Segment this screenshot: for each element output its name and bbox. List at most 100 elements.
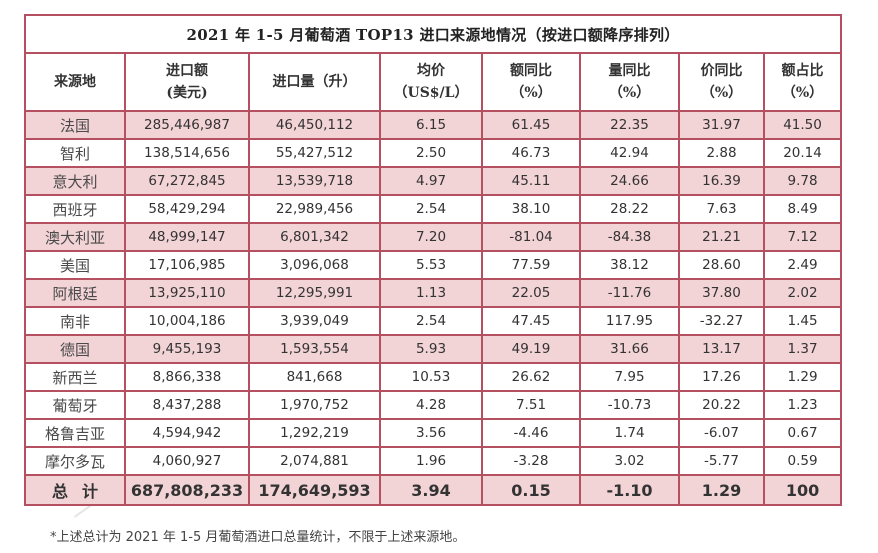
- avg-price-cell: 10.53: [379, 362, 483, 392]
- import-volume-cell: 46,450,112: [248, 110, 381, 140]
- value-yoy-cell: 26.62: [481, 362, 581, 392]
- import-volume-cell: 12,295,991: [248, 278, 381, 308]
- value-yoy-cell: 38.10: [481, 194, 581, 224]
- import-value-cell: 138,514,656: [124, 138, 250, 168]
- import-value-cell: 67,272,845: [124, 166, 250, 196]
- avg-price-cell: 6.15: [379, 110, 483, 140]
- country-cell: 格鲁吉亚: [24, 418, 126, 448]
- value-yoy-cell: -81.04: [481, 222, 581, 252]
- table-row: 新西兰 8,866,338 841,668 10.53 26.62 7.95 17.26 1.…: [24, 362, 843, 392]
- table-row: 法国 285,446,987 46,450,112 6.15 61.45 22.35 31.…: [24, 110, 843, 140]
- total-price-yoy: 1.29: [678, 474, 765, 506]
- import-volume-cell: 55,427,512: [248, 138, 381, 168]
- value-yoy-cell: 77.59: [481, 250, 581, 280]
- country-cell: 意大利: [24, 166, 126, 196]
- import-value-cell: 17,106,985: [124, 250, 250, 280]
- table-container: 2021 年 1-5 月葡萄酒 TOP13 进口来源地情况（按进口额降序排列） …: [23, 14, 843, 506]
- import-value-cell: 13,925,110: [124, 278, 250, 308]
- price-yoy-cell: 28.60: [678, 250, 765, 280]
- import-value-cell: 9,455,193: [124, 334, 250, 364]
- country-cell: 新西兰: [24, 362, 126, 392]
- share-cell: 7.12: [762, 222, 843, 252]
- table-title: 2021 年 1-5 月葡萄酒 TOP13 进口来源地情况（按进口额降序排列）: [23, 14, 843, 54]
- volume-yoy-cell: 7.95: [579, 362, 680, 392]
- share-cell: 2.02: [762, 278, 843, 308]
- value-yoy-cell: 47.45: [481, 306, 581, 336]
- header-avg-price: 均价 （US$/L）: [379, 52, 483, 112]
- table-row: 澳大利亚 48,999,147 6,801,342 7.20 -81.04 -84.38 2…: [24, 222, 843, 252]
- country-cell: 澳大利亚: [24, 222, 126, 252]
- import-volume-cell: 1,970,752: [248, 390, 381, 420]
- price-yoy-cell: -6.07: [678, 418, 765, 448]
- table-row: 葡萄牙 8,437,288 1,970,752 4.28 7.51 -10.73 20.22…: [24, 390, 843, 420]
- import-value-cell: 48,999,147: [124, 222, 250, 252]
- volume-yoy-cell: 28.22: [579, 194, 680, 224]
- table-row: 南非 10,004,186 3,939,049 2.54 47.45 117.95 -32.…: [24, 306, 843, 336]
- total-avg-price: 3.94: [379, 474, 483, 506]
- table-row: 格鲁吉亚 4,594,942 1,292,219 3.56 -4.46 1.74 -6.07…: [24, 418, 843, 448]
- volume-yoy-cell: 38.12: [579, 250, 680, 280]
- avg-price-cell: 4.97: [379, 166, 483, 196]
- volume-yoy-cell: 22.35: [579, 110, 680, 140]
- header-import-value: 进口额 (美元): [124, 52, 250, 112]
- import-volume-cell: 3,939,049: [248, 306, 381, 336]
- import-value-cell: 8,437,288: [124, 390, 250, 420]
- avg-price-cell: 4.28: [379, 390, 483, 420]
- price-yoy-cell: 17.26: [678, 362, 765, 392]
- share-cell: 9.78: [762, 166, 843, 196]
- avg-price-cell: 2.54: [379, 306, 483, 336]
- volume-yoy-cell: -10.73: [579, 390, 680, 420]
- avg-price-cell: 2.54: [379, 194, 483, 224]
- volume-yoy-cell: 24.66: [579, 166, 680, 196]
- table-row: 阿根廷 13,925,110 12,295,991 1.13 22.05 -11.76 37…: [24, 278, 843, 308]
- value-yoy-cell: 46.73: [481, 138, 581, 168]
- table-row: 美国 17,106,985 3,096,068 5.53 77.59 38.12 28.60…: [24, 250, 843, 280]
- price-yoy-cell: 31.97: [678, 110, 765, 140]
- price-yoy-cell: -32.27: [678, 306, 765, 336]
- import-volume-cell: 13,539,718: [248, 166, 381, 196]
- table-row: 摩尔多瓦 4,060,927 2,074,881 1.96 -3.28 3.02 -5.77…: [24, 446, 843, 476]
- import-value-cell: 285,446,987: [124, 110, 250, 140]
- table-row: 德国 9,455,193 1,593,554 5.93 49.19 31.66 13.17 1…: [24, 334, 843, 364]
- price-yoy-cell: 16.39: [678, 166, 765, 196]
- price-yoy-cell: 20.22: [678, 390, 765, 420]
- import-volume-cell: 841,668: [248, 362, 381, 392]
- import-volume-cell: 1,292,219: [248, 418, 381, 448]
- header-country: 来源地: [24, 52, 126, 112]
- share-cell: 0.67: [762, 418, 843, 448]
- total-share: 100: [762, 474, 843, 506]
- import-volume-cell: 6,801,342: [248, 222, 381, 252]
- country-cell: 德国: [24, 334, 126, 364]
- volume-yoy-cell: -84.38: [579, 222, 680, 252]
- total-label: 总计: [24, 474, 126, 506]
- share-cell: 1.37: [762, 334, 843, 364]
- country-cell: 葡萄牙: [24, 390, 126, 420]
- header-value-yoy: 额同比 （%）: [481, 52, 581, 112]
- avg-price-cell: 5.53: [379, 250, 483, 280]
- avg-price-cell: 2.50: [379, 138, 483, 168]
- country-cell: 南非: [24, 306, 126, 336]
- value-yoy-cell: -3.28: [481, 446, 581, 476]
- header-import-volume: 进口量（升）: [248, 52, 381, 112]
- table-row: 意大利 67,272,845 13,539,718 4.97 45.11 24.66 16.…: [24, 166, 843, 196]
- table-row: 智利 138,514,656 55,427,512 2.50 46.73 42.94 2.8…: [24, 138, 843, 168]
- import-value-cell: 8,866,338: [124, 362, 250, 392]
- volume-yoy-cell: 3.02: [579, 446, 680, 476]
- header-share: 额占比 （%）: [762, 52, 843, 112]
- value-yoy-cell: -4.46: [481, 418, 581, 448]
- price-yoy-cell: 21.21: [678, 222, 765, 252]
- value-yoy-cell: 49.19: [481, 334, 581, 364]
- avg-price-cell: 1.96: [379, 446, 483, 476]
- country-cell: 摩尔多瓦: [24, 446, 126, 476]
- footnote: *上述总计为 2021 年 1-5 月葡萄酒进口总量统计，不限于上述来源地。: [50, 530, 466, 545]
- volume-yoy-cell: -11.76: [579, 278, 680, 308]
- header-price-yoy: 价同比 （%）: [678, 52, 765, 112]
- country-cell: 美国: [24, 250, 126, 280]
- country-cell: 西班牙: [24, 194, 126, 224]
- volume-yoy-cell: 31.66: [579, 334, 680, 364]
- value-yoy-cell: 22.05: [481, 278, 581, 308]
- country-cell: 阿根廷: [24, 278, 126, 308]
- price-yoy-cell: 13.17: [678, 334, 765, 364]
- import-volume-cell: 2,074,881: [248, 446, 381, 476]
- volume-yoy-cell: 117.95: [579, 306, 680, 336]
